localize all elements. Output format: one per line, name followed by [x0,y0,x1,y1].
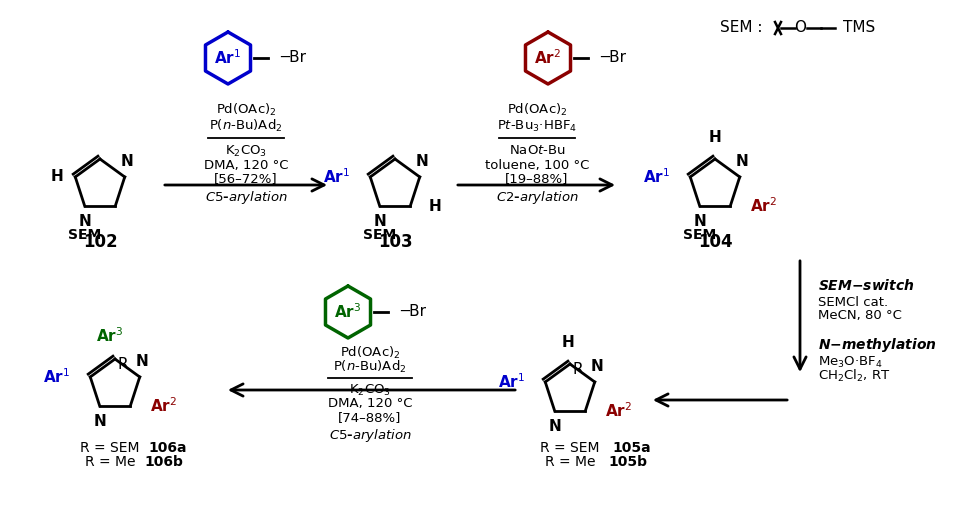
Text: NaO$t$-Bu: NaO$t$-Bu [508,145,566,158]
Text: N: N [590,359,603,374]
Text: R = SEM: R = SEM [81,441,140,455]
Text: H: H [709,130,721,145]
Text: H: H [562,335,574,350]
Text: ─Br: ─Br [280,51,306,65]
Text: N: N [736,154,748,169]
Text: 104: 104 [698,233,732,251]
Text: SEMCl cat.: SEMCl cat. [818,295,888,309]
Text: $\bfit{N}$$\bfit{-methylation}$: $\bfit{N}$$\bfit{-methylation}$ [818,336,937,354]
Text: R = Me: R = Me [544,455,595,469]
Text: N: N [415,154,428,169]
Text: K$_2$CO$_3$: K$_2$CO$_3$ [225,144,267,159]
Text: Pd(OAc)$_2$: Pd(OAc)$_2$ [216,102,276,118]
Text: Ar$^1$: Ar$^1$ [498,373,525,392]
Text: P$t$-Bu$_3$·HBF$_4$: P$t$-Bu$_3$·HBF$_4$ [497,118,577,134]
Text: $\it{C5}$-$\it{arylation}$: $\it{C5}$-$\it{arylation}$ [329,428,411,445]
Text: SEM: SEM [68,228,101,242]
Text: Ar$^1$: Ar$^1$ [43,367,70,386]
Text: $\bfit{SEM}$$\bfit{-switch}$: $\bfit{SEM}$$\bfit{-switch}$ [818,278,915,292]
Text: O: O [794,20,806,35]
Text: Ar$^2$: Ar$^2$ [750,197,778,216]
Text: 103: 103 [378,233,412,251]
Text: N: N [135,354,148,369]
Text: $\it{C5}$-$\it{arylation}$: $\it{C5}$-$\it{arylation}$ [204,189,288,207]
Text: TMS: TMS [843,20,875,35]
Text: MeCN, 80 °C: MeCN, 80 °C [818,310,902,323]
Text: DMA, 120 °C: DMA, 120 °C [328,397,412,410]
Text: [74–88%]: [74–88%] [338,411,401,424]
Text: SEM :: SEM : [720,20,762,35]
Text: N: N [121,154,133,169]
Text: P($n$-Bu)Ad$_2$: P($n$-Bu)Ad$_2$ [333,359,406,375]
Text: $\it{C2}$-$\it{arylation}$: $\it{C2}$-$\it{arylation}$ [496,189,578,207]
Text: Ar$^2$: Ar$^2$ [151,397,178,416]
Text: R = Me: R = Me [85,455,135,469]
Text: K$_2$CO$_3$: K$_2$CO$_3$ [349,383,391,398]
Text: SEM: SEM [364,228,397,242]
Text: Ar$^3$: Ar$^3$ [96,326,123,345]
Text: 106a: 106a [148,441,187,455]
Text: N: N [373,214,386,229]
Text: N: N [693,214,706,229]
Text: ─Br: ─Br [400,304,426,319]
Text: 106b: 106b [144,455,183,469]
Text: [56–72%]: [56–72%] [214,172,278,185]
Text: Pd(OAc)$_2$: Pd(OAc)$_2$ [506,102,568,118]
Text: DMA, 120 °C: DMA, 120 °C [204,159,289,172]
Text: N: N [79,214,91,229]
Text: R: R [118,358,128,373]
Text: H: H [51,170,63,184]
Text: 102: 102 [83,233,118,251]
Text: Ar$^1$: Ar$^1$ [215,49,242,67]
Text: R: R [573,362,583,377]
Text: Ar$^3$: Ar$^3$ [334,303,362,322]
Text: ─Br: ─Br [600,51,626,65]
Text: Ar$^1$: Ar$^1$ [323,168,350,186]
Text: Pd(OAc)$_2$: Pd(OAc)$_2$ [340,345,400,361]
Text: Ar$^1$: Ar$^1$ [643,168,671,186]
Text: CH$_2$Cl$_2$, RT: CH$_2$Cl$_2$, RT [818,368,890,384]
Text: Ar$^2$: Ar$^2$ [535,49,562,67]
Text: N: N [548,419,561,434]
Text: 105b: 105b [608,455,647,469]
Text: N: N [93,414,106,429]
Text: Me$_3$O·BF$_4$: Me$_3$O·BF$_4$ [818,354,883,370]
Text: [19–88%]: [19–88%] [505,172,569,185]
Text: toluene, 100 °C: toluene, 100 °C [485,159,589,172]
Text: H: H [429,198,441,213]
Text: 105a: 105a [612,441,650,455]
Text: R = SEM: R = SEM [540,441,600,455]
Text: SEM: SEM [683,228,716,242]
Text: P($n$-Bu)Ad$_2$: P($n$-Bu)Ad$_2$ [209,118,283,134]
Text: Ar$^2$: Ar$^2$ [606,402,633,420]
